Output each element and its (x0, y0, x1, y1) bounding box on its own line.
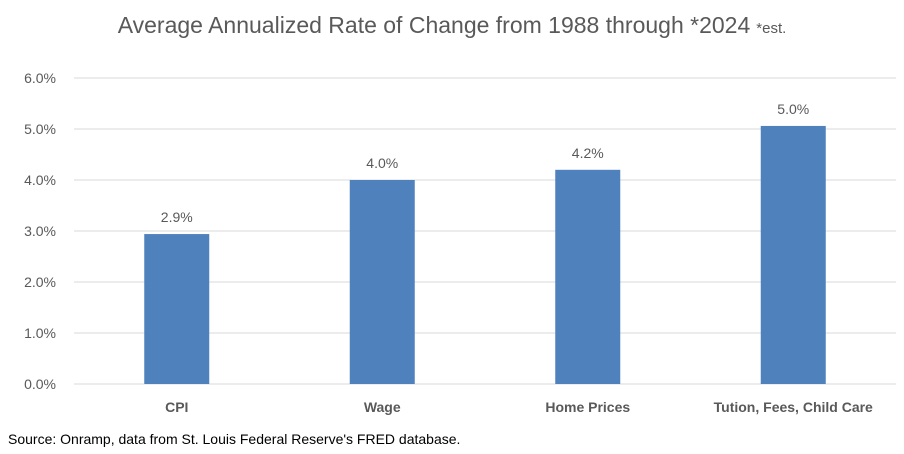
bar (144, 234, 210, 384)
source-note: Source: Onramp, data from St. Louis Fede… (8, 431, 461, 447)
y-tick-label: 2.0% (24, 274, 56, 290)
y-tick-label: 1.0% (24, 325, 56, 341)
x-tick-label: CPI (165, 399, 188, 415)
x-tick-label: Wage (364, 399, 401, 415)
x-tick-label: Tution, Fees, Child Care (714, 399, 873, 415)
y-tick-label: 6.0% (24, 70, 56, 86)
bar (555, 169, 621, 384)
data-label: 2.9% (161, 209, 193, 225)
bar (760, 125, 826, 384)
chart-title-suffix: *est. (756, 20, 787, 37)
y-tick-label: 4.0% (24, 172, 56, 188)
data-label: 4.0% (366, 155, 398, 171)
chart-title: Average Annualized Rate of Change from 1… (0, 12, 904, 39)
y-tick-label: 5.0% (24, 121, 56, 137)
chart-title-main: Average Annualized Rate of Change from 1… (117, 12, 751, 38)
bar (349, 180, 415, 384)
x-tick-label: Home Prices (545, 399, 630, 415)
y-tick-label: 0.0% (24, 376, 56, 392)
y-tick-label: 3.0% (24, 223, 56, 239)
data-label: 4.2% (572, 145, 604, 161)
data-label: 5.0% (777, 101, 809, 117)
